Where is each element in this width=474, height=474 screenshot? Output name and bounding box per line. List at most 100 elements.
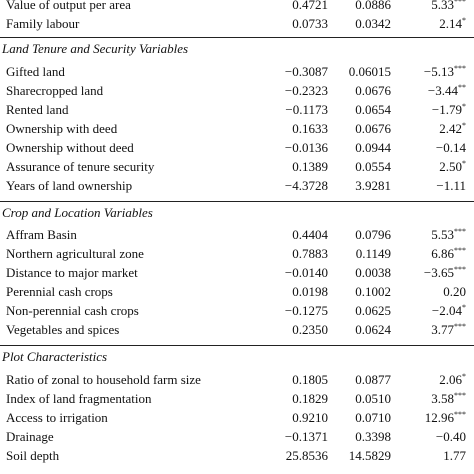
z-value-cell: 2.14* — [439, 16, 466, 31]
z-value-cell: −3.44** — [427, 83, 466, 98]
z-value-cell: 2.06* — [439, 372, 466, 387]
significance-marker: ** — [458, 83, 466, 92]
row-label: Perennial cash crops — [6, 284, 113, 299]
section-heading: Plot Characteristics — [2, 349, 108, 364]
z-value-cell: 5.53*** — [431, 227, 466, 242]
row-label: Distance to major market — [6, 265, 138, 280]
row-label: Ratio of zonal to household farm size — [6, 372, 201, 387]
table-row: Northern agricultural zone 0.7883 0.1149… — [0, 244, 474, 264]
section-divider — [0, 201, 474, 202]
section-divider — [0, 37, 474, 38]
significance-marker: *** — [454, 265, 466, 274]
row-label: Ownership without deed — [6, 140, 134, 155]
std-error-cell: 0.0342 — [355, 16, 391, 31]
coefficient-cell: −0.1275 — [284, 303, 328, 318]
row-label: Years of land ownership — [6, 178, 133, 193]
coefficient-cell: 0.1829 — [292, 391, 328, 406]
table-row: Assurance of tenure security 0.1389 0.05… — [0, 157, 474, 177]
table-row: Years of land ownership −4.3728 3.9281 −… — [0, 176, 474, 196]
row-label: Drainage — [6, 429, 54, 444]
significance-marker: * — [462, 16, 466, 25]
coefficient-cell: 0.1805 — [292, 372, 328, 387]
std-error-cell: 0.1149 — [355, 246, 391, 261]
table-row: Index of land fragmentation 0.1829 0.051… — [0, 389, 474, 409]
table-row: Gifted land −0.3087 0.06015 −5.13*** — [0, 62, 474, 82]
table-row: Ownership with deed 0.1633 0.0676 2.42* — [0, 119, 474, 139]
std-error-cell: 14.5829 — [348, 448, 391, 463]
row-label: Access to irrigation — [6, 410, 108, 425]
std-error-cell: 0.0676 — [355, 121, 391, 136]
significance-marker: * — [462, 121, 466, 130]
z-value-cell: 1.77 — [443, 448, 466, 463]
std-error-cell: 3.9281 — [355, 178, 391, 193]
z-value-cell: 12.96*** — [424, 410, 466, 425]
coefficient-cell: −0.0136 — [284, 140, 328, 155]
z-value-cell: −3.65*** — [423, 265, 466, 280]
std-error-cell: 0.0886 — [355, 0, 391, 12]
coefficient-cell: −0.3087 — [284, 64, 328, 79]
table-row: Affram Basin 0.4404 0.0796 5.53*** — [0, 225, 474, 245]
row-label: Gifted land — [6, 64, 65, 79]
z-value-cell: −5.13*** — [423, 64, 466, 79]
coefficient-cell: 0.4721 — [292, 0, 328, 12]
coefficient-cell: 25.8536 — [285, 448, 328, 463]
row-label: Family labour — [6, 16, 80, 31]
significance-marker: * — [462, 102, 466, 111]
significance-marker: *** — [454, 246, 466, 255]
std-error-cell: 0.0676 — [355, 83, 391, 98]
significance-marker: * — [462, 303, 466, 312]
table-row: Distance to major market −0.0140 0.0038 … — [0, 263, 474, 283]
table-row: Non-perennial cash crops −0.1275 0.0625 … — [0, 301, 474, 321]
significance-marker: *** — [454, 64, 466, 73]
table-row: Access to irrigation 0.9210 0.0710 12.96… — [0, 408, 474, 428]
z-value-cell: −2.04* — [431, 303, 466, 318]
significance-marker: * — [462, 159, 466, 168]
z-value-cell: −1.79* — [431, 102, 466, 117]
coefficient-cell: 0.0198 — [292, 284, 328, 299]
coefficient-cell: 0.0733 — [292, 16, 328, 31]
std-error-cell: 0.0877 — [355, 372, 391, 387]
coefficient-cell: 0.2350 — [292, 322, 328, 337]
table-row: Perennial cash crops 0.0198 0.1002 0.20 — [0, 282, 474, 302]
z-value-cell: 2.42* — [439, 121, 466, 136]
row-label: Non-perennial cash crops — [6, 303, 139, 318]
coefficient-cell: 0.4404 — [292, 227, 328, 242]
row-label: Value of output per area — [6, 0, 131, 12]
coefficient-cell: −4.3728 — [284, 178, 328, 193]
std-error-cell: 0.0038 — [355, 265, 391, 280]
std-error-cell: 0.0796 — [355, 227, 391, 242]
z-value-cell: −0.14 — [435, 140, 466, 155]
coefficient-cell: 0.1389 — [292, 159, 328, 174]
z-value-cell: −0.40 — [435, 429, 466, 444]
section-divider — [0, 345, 474, 346]
row-label: Ownership with deed — [6, 121, 118, 136]
table-row: Vegetables and spices 0.2350 0.0624 3.77… — [0, 320, 474, 340]
row-label: Assurance of tenure security — [6, 159, 155, 174]
table-row: Soil depth 25.8536 14.5829 1.77 — [0, 446, 474, 466]
table-row: Drainage −0.1371 0.3398 −0.40 — [0, 427, 474, 447]
table-row: Ratio of zonal to household farm size 0.… — [0, 370, 474, 390]
std-error-cell: 0.3398 — [355, 429, 391, 444]
significance-marker: *** — [454, 322, 466, 331]
table-row: Sharecropped land −0.2323 0.0676 −3.44** — [0, 81, 474, 101]
std-error-cell: 0.06015 — [348, 64, 391, 79]
coefficient-cell: 0.9210 — [292, 410, 328, 425]
table-row: Value of output per area 0.4721 0.0886 5… — [0, 0, 474, 15]
significance-marker: *** — [454, 391, 466, 400]
row-label: Affram Basin — [6, 227, 77, 242]
z-value-cell: 3.58*** — [431, 391, 466, 406]
z-value-cell: 2.50* — [439, 159, 466, 174]
table-row: Rented land −0.1173 0.0654 −1.79* — [0, 100, 474, 120]
table-row: Ownership without deed −0.0136 0.0944 −0… — [0, 138, 474, 158]
section-heading: Crop and Location Variables — [2, 205, 153, 220]
std-error-cell: 0.0554 — [355, 159, 391, 174]
row-label: Soil depth — [6, 448, 60, 463]
std-error-cell: 0.1002 — [355, 284, 391, 299]
coefficient-cell: −0.0140 — [284, 265, 328, 280]
significance-marker: * — [462, 372, 466, 381]
coefficient-cell: −0.1173 — [285, 102, 328, 117]
significance-marker: *** — [454, 410, 466, 419]
significance-marker: *** — [454, 0, 466, 6]
z-value-cell: 0.20 — [443, 284, 466, 299]
